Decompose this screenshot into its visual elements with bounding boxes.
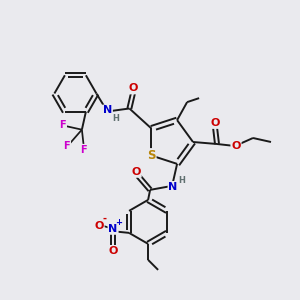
Text: F: F: [81, 145, 87, 155]
Text: +: +: [116, 218, 123, 227]
Text: O: O: [108, 246, 118, 256]
Text: O: O: [231, 141, 241, 151]
Text: O: O: [94, 221, 104, 231]
Text: F: F: [64, 141, 70, 151]
Text: N: N: [108, 224, 118, 234]
Text: H: H: [112, 114, 119, 123]
Text: F: F: [60, 120, 66, 130]
Text: O: O: [129, 83, 138, 94]
Text: N: N: [103, 106, 112, 116]
Text: -: -: [102, 214, 106, 224]
Text: S: S: [147, 149, 156, 162]
Text: N: N: [169, 182, 178, 192]
Text: O: O: [210, 118, 220, 128]
Text: H: H: [179, 176, 185, 185]
Text: O: O: [131, 167, 141, 177]
